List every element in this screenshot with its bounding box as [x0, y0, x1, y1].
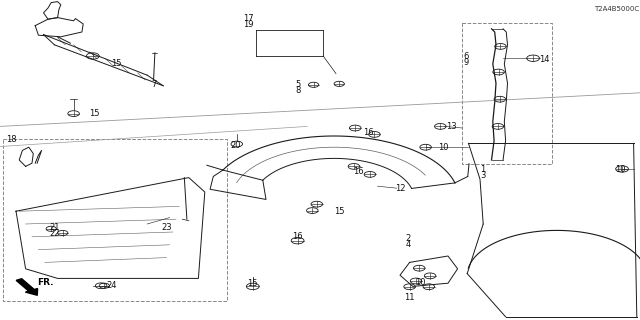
Text: 10: 10	[415, 278, 426, 287]
Text: 22: 22	[49, 229, 60, 238]
Text: 15: 15	[248, 279, 258, 288]
Text: 15: 15	[111, 60, 122, 68]
Text: 16: 16	[292, 232, 303, 241]
Text: 5: 5	[295, 80, 300, 89]
Text: 10: 10	[616, 165, 626, 174]
FancyArrow shape	[16, 279, 38, 295]
Text: 23: 23	[161, 223, 172, 232]
Text: 11: 11	[404, 293, 415, 302]
Text: 9: 9	[463, 58, 468, 67]
Text: 3: 3	[481, 171, 486, 180]
Text: FR.: FR.	[37, 278, 54, 287]
Text: 6: 6	[463, 52, 468, 61]
Text: 19: 19	[243, 20, 253, 29]
Text: 2: 2	[406, 234, 411, 243]
Text: 15: 15	[334, 207, 344, 216]
Text: 16: 16	[353, 167, 364, 176]
Bar	[3, 139, 227, 301]
Text: 8: 8	[295, 86, 300, 95]
Text: 10: 10	[438, 143, 448, 152]
Text: 18: 18	[6, 135, 17, 144]
Text: 14: 14	[539, 55, 549, 64]
Text: 13: 13	[446, 122, 456, 131]
Text: 21: 21	[49, 223, 60, 232]
Text: 4: 4	[406, 240, 411, 249]
Text: 24: 24	[107, 281, 117, 290]
Text: 7: 7	[151, 80, 156, 89]
Text: 12: 12	[395, 184, 405, 193]
Text: 16: 16	[363, 128, 373, 137]
Text: 15: 15	[90, 109, 100, 118]
Text: 1: 1	[481, 165, 486, 174]
Bar	[462, 23, 552, 164]
Text: 17: 17	[243, 14, 253, 23]
Text: 20: 20	[230, 141, 241, 150]
Text: T2A4B5000C: T2A4B5000C	[593, 6, 639, 12]
